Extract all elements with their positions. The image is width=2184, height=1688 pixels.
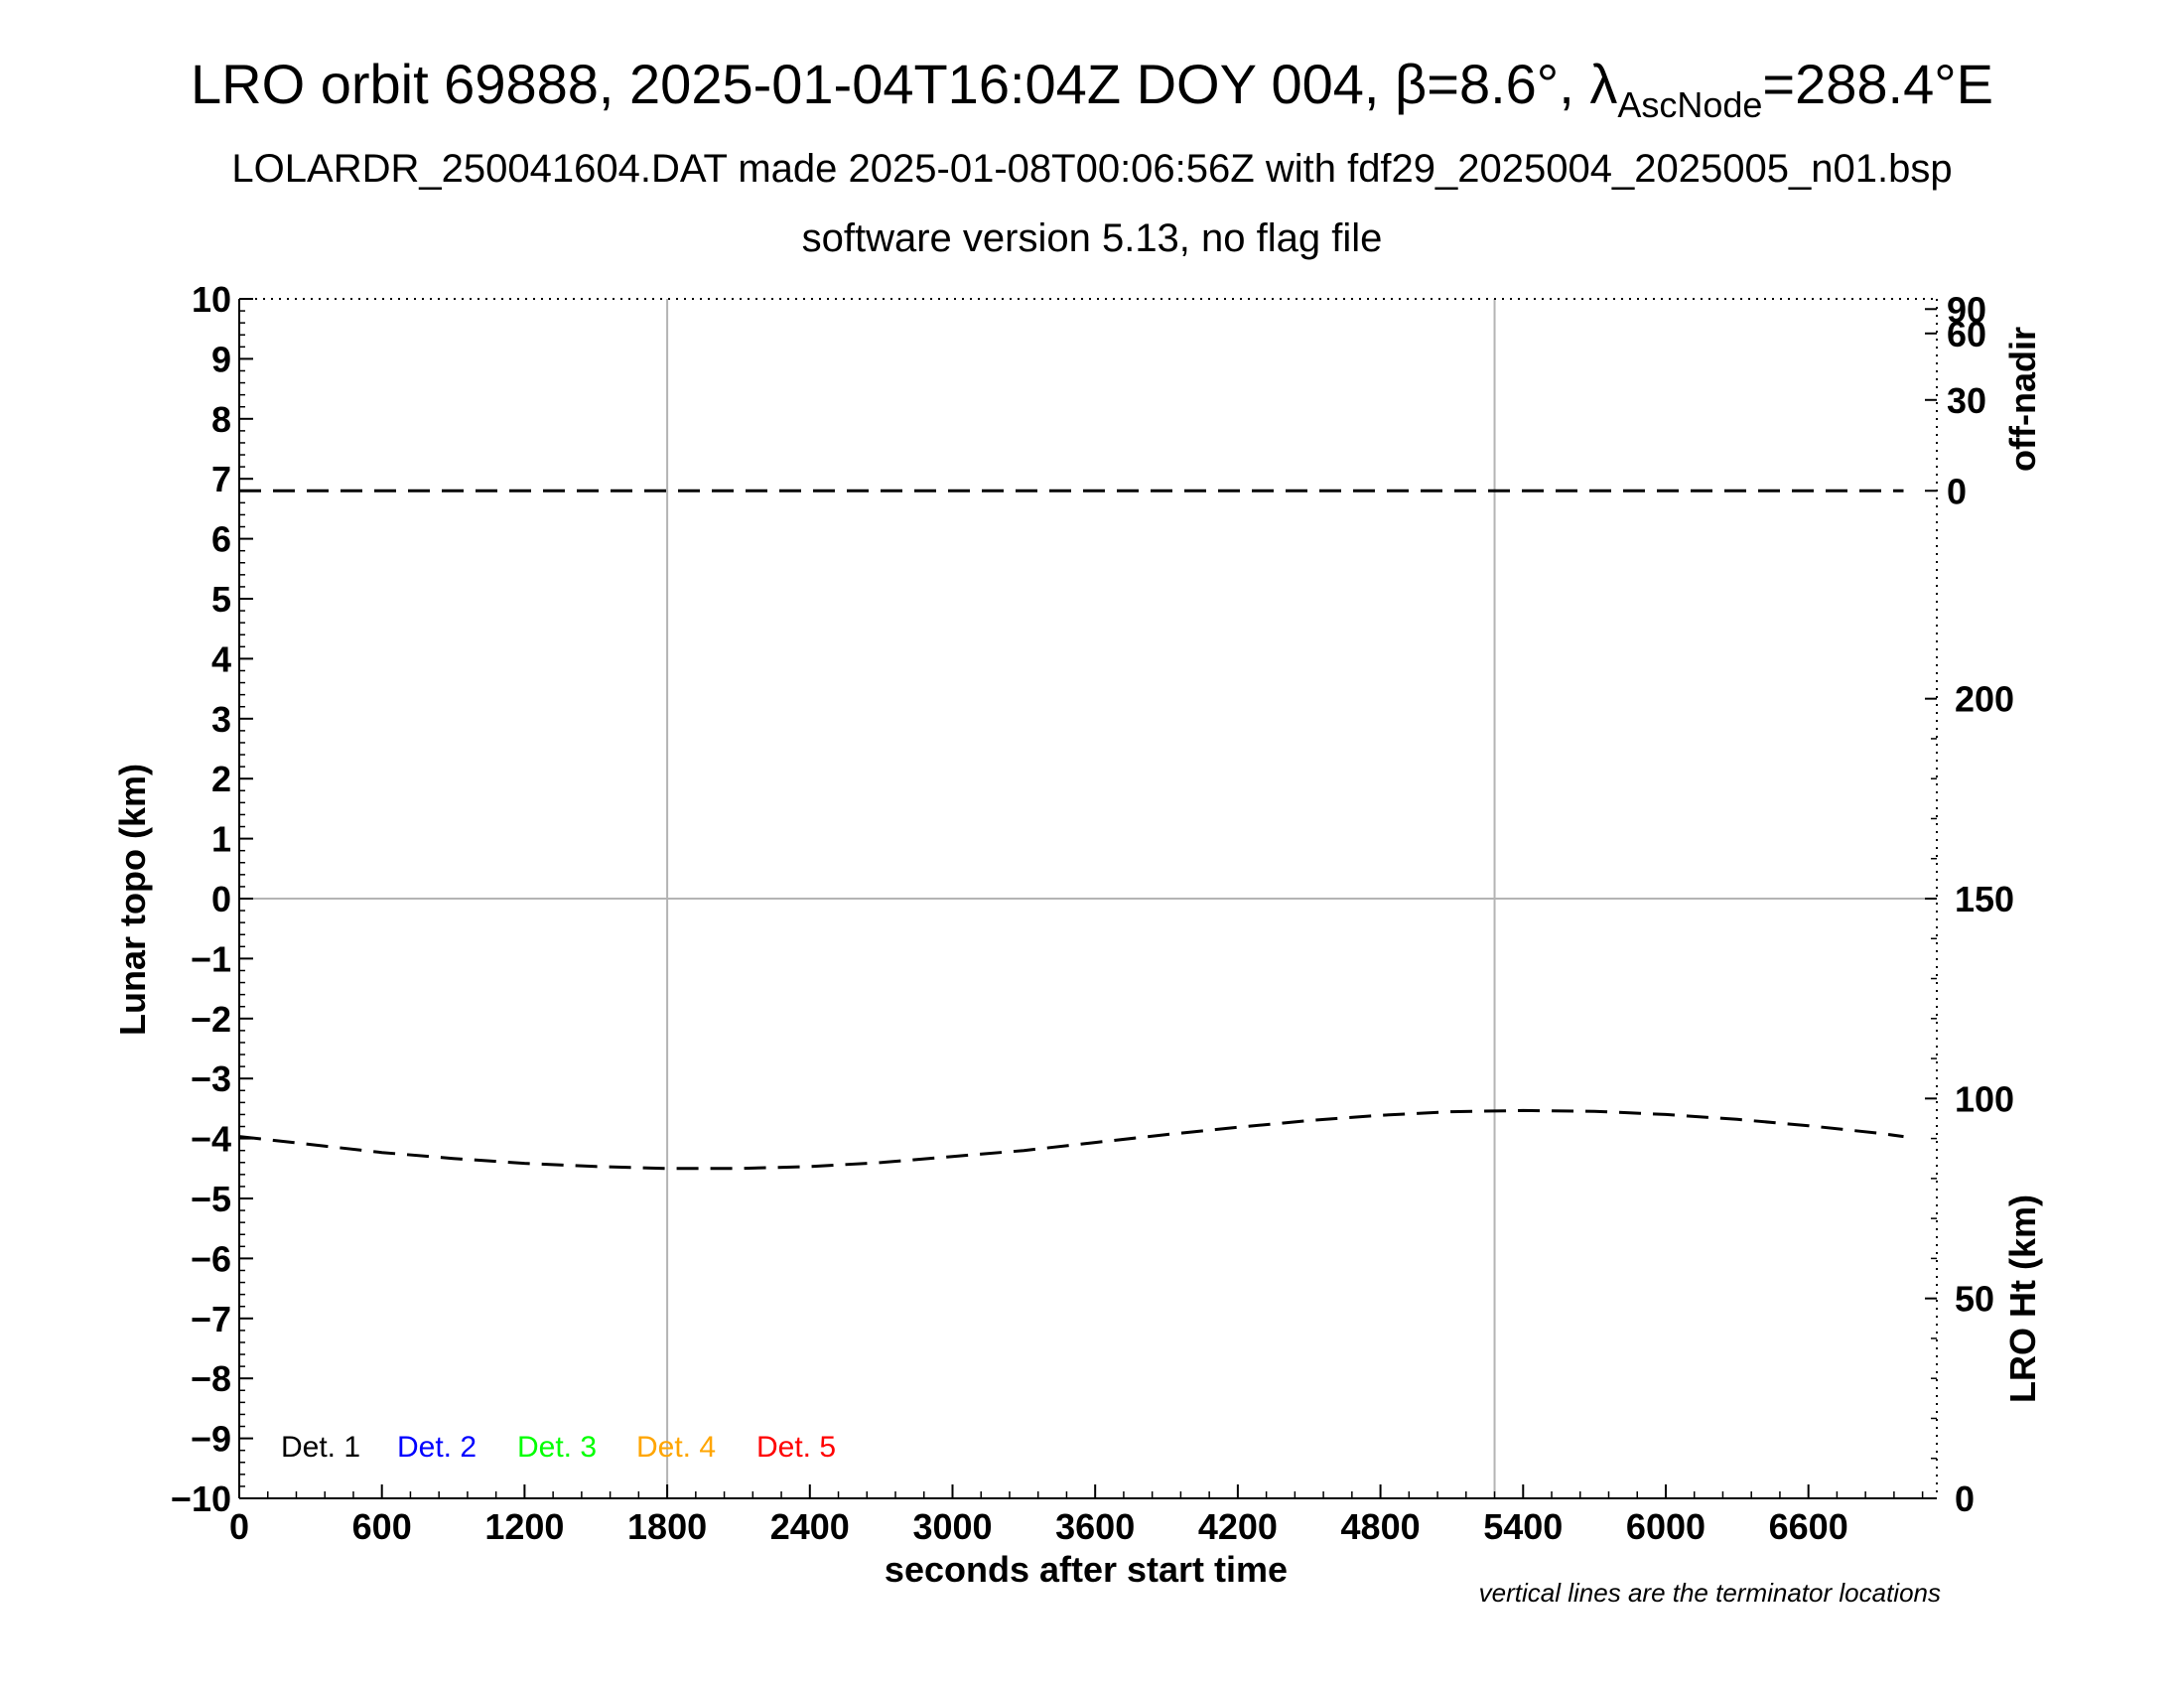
y-tick-label: 0 bbox=[211, 879, 231, 919]
chart-subtitle: LOLARDR_250041604.DAT made 2025-01-08T00… bbox=[231, 147, 1953, 191]
x-tick-label: 5400 bbox=[1483, 1506, 1563, 1547]
lro-ht-tick-label: 200 bbox=[1955, 679, 2014, 720]
y-tick-label: −4 bbox=[191, 1119, 231, 1160]
y-tick-label: 3 bbox=[211, 699, 231, 740]
x-tick-label: 4800 bbox=[1341, 1506, 1421, 1547]
x-tick-label: 4200 bbox=[1198, 1506, 1278, 1547]
chart-title: LRO orbit 69888, 2025-01-04T16:04Z DOY 0… bbox=[190, 53, 1993, 125]
y-tick-label: −9 bbox=[191, 1419, 231, 1460]
x-tick-label: 6000 bbox=[1626, 1506, 1706, 1547]
y-tick-label: 8 bbox=[211, 399, 231, 440]
lro-ht-tick-label: 0 bbox=[1955, 1478, 1975, 1519]
x-tick-label: 600 bbox=[352, 1506, 412, 1547]
y-tick-label: −6 bbox=[191, 1238, 231, 1279]
y-tick-label: 9 bbox=[211, 339, 231, 379]
off-nadir-tick-label: 60 bbox=[1947, 314, 1986, 354]
off-nadir-tick-label: 0 bbox=[1947, 471, 1967, 511]
x-tick-label: 3000 bbox=[912, 1506, 992, 1547]
legend-item: Det. 2 bbox=[397, 1431, 477, 1464]
x-tick-label: 2400 bbox=[770, 1506, 850, 1547]
y-tick-label: 6 bbox=[211, 519, 231, 560]
legend-item: Det. 1 bbox=[281, 1431, 360, 1464]
off-nadir-tick-label: 90 bbox=[1947, 289, 1986, 330]
lro-ht-tick-label: 50 bbox=[1955, 1279, 1994, 1320]
x-tick-label: 1200 bbox=[484, 1506, 564, 1547]
y-tick-label: 1 bbox=[211, 819, 231, 860]
x-tick-label: 0 bbox=[229, 1506, 249, 1547]
y-tick-label: 10 bbox=[192, 279, 231, 320]
y-tick-label: −7 bbox=[191, 1299, 231, 1339]
y-tick-label: −10 bbox=[171, 1478, 231, 1519]
y-tick-label: −3 bbox=[191, 1058, 231, 1099]
x-tick-label: 6600 bbox=[1769, 1506, 1848, 1547]
right-axis-title-off-nadir: off-nadir bbox=[2002, 327, 2043, 472]
y-tick-label: 5 bbox=[211, 579, 231, 620]
y-axis-title: Lunar topo (km) bbox=[112, 764, 153, 1036]
x-tick-label: 1800 bbox=[627, 1506, 707, 1547]
y-tick-label: 4 bbox=[211, 638, 231, 679]
chart-subtitle-2: software version 5.13, no flag file bbox=[801, 216, 1383, 260]
lro-ht-tick-label: 150 bbox=[1955, 879, 2014, 919]
legend: Det. 1 Det. 2 Det. 3 Det. 4 Det. 5 bbox=[281, 1431, 836, 1464]
y-tick-label: −2 bbox=[191, 999, 231, 1040]
lro-height-series bbox=[238, 1108, 1904, 1171]
y-tick-label: 2 bbox=[211, 759, 231, 799]
terminator-note: vertical lines are the terminator locati… bbox=[1479, 1578, 1941, 1608]
x-axis-title: seconds after start time bbox=[885, 1549, 1288, 1590]
x-tick-label: 3600 bbox=[1055, 1506, 1135, 1547]
right-axis-title-lro-ht: LRO Ht (km) bbox=[2002, 1195, 2043, 1403]
y-tick-label: −1 bbox=[191, 938, 231, 979]
lro-ht-tick-label: 100 bbox=[1955, 1078, 2014, 1119]
off-nadir-tick-label: 30 bbox=[1947, 380, 1986, 421]
y-tick-label: −5 bbox=[191, 1179, 231, 1219]
legend-item: Det. 5 bbox=[756, 1431, 836, 1464]
legend-item: Det. 3 bbox=[517, 1431, 597, 1464]
y-tick-label: 7 bbox=[211, 459, 231, 499]
y-tick-label: −8 bbox=[191, 1358, 231, 1399]
legend-item: Det. 4 bbox=[636, 1431, 716, 1464]
